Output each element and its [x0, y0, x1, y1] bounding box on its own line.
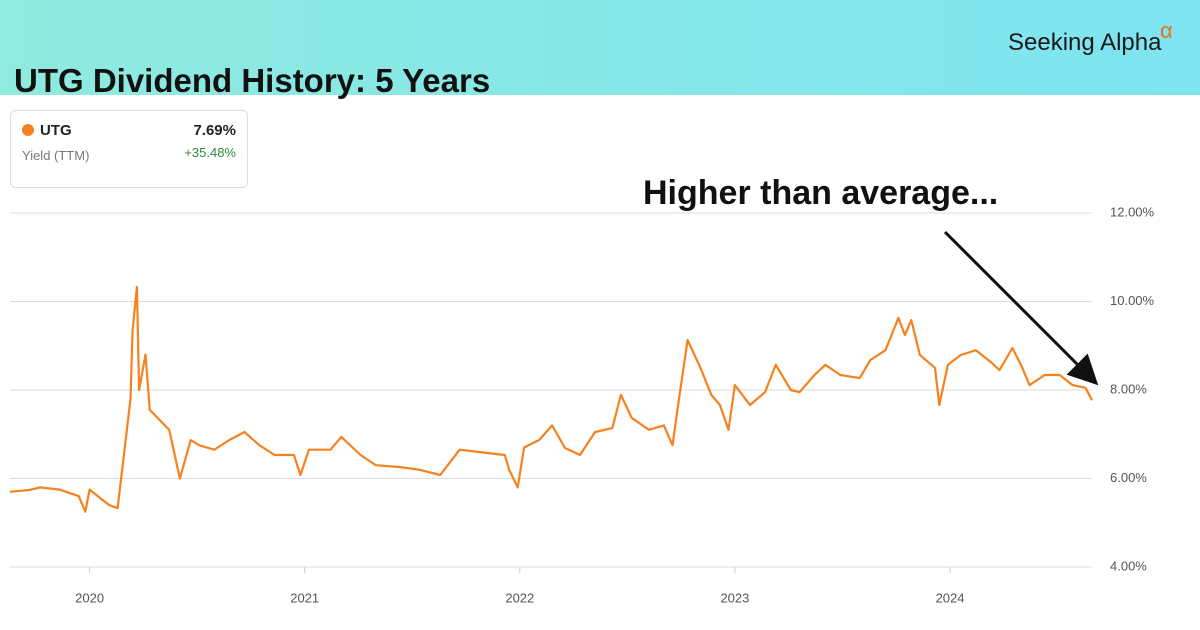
y-tick-label: 8.00%	[1110, 381, 1147, 396]
metric-label: Yield (TTM)	[22, 148, 89, 163]
header-band	[0, 0, 1200, 95]
latest-value: 7.69%	[193, 122, 236, 139]
y-tick-label: 4.00%	[1110, 558, 1147, 573]
chart-title: UTG Dividend History: 5 Years	[14, 62, 490, 99]
annotation: Higher than average...	[643, 174, 998, 212]
y-tick-label: 6.00%	[1110, 470, 1147, 485]
legend-marker	[22, 124, 34, 136]
x-tick-label: 2020	[75, 590, 104, 605]
x-tick-label: 2023	[720, 590, 749, 605]
brand-symbol: α	[1160, 18, 1173, 43]
x-tick-label: 2022	[505, 590, 534, 605]
y-tick-label: 10.00%	[1110, 293, 1155, 308]
legend-box	[10, 110, 248, 188]
brand: Seeking Alpha	[1008, 29, 1162, 56]
legend-entry: UTG	[40, 122, 72, 139]
series-line	[9, 285, 1093, 513]
change-value: +35.48%	[184, 145, 236, 160]
y-tick-label: 12.00%	[1110, 204, 1155, 219]
x-tick-label: 2021	[290, 590, 319, 605]
annotation-arrow	[943, 230, 1099, 386]
x-tick-label: 2024	[936, 590, 965, 605]
